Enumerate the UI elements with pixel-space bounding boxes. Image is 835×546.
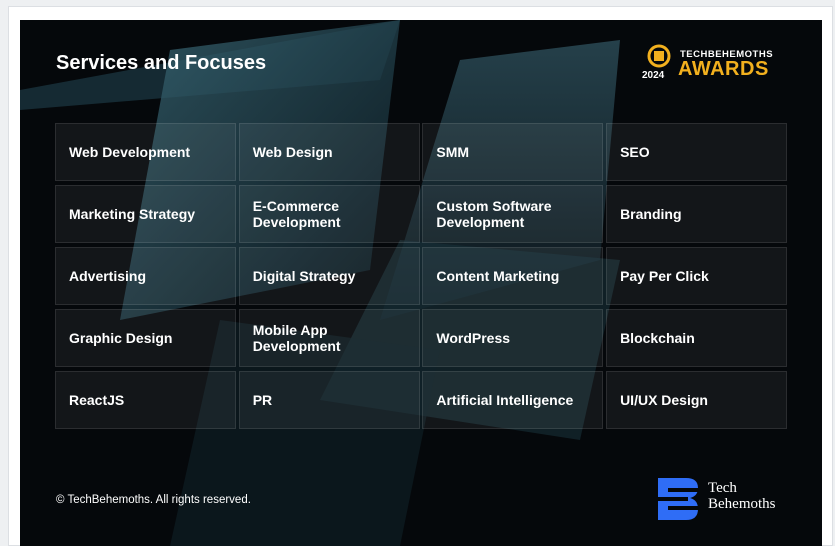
- service-cell: Advertising: [55, 247, 236, 305]
- logo-line: Tech: [708, 480, 737, 496]
- logo-text: Tech Behemoths: [708, 480, 776, 512]
- awards-brand: TECHBEHEMOTHS: [680, 49, 774, 60]
- service-cell: Content Marketing: [422, 247, 604, 305]
- services-grid: Web Development Web Design SMM SEO Marketing…: [55, 123, 788, 429]
- service-cell: Custom Software Development: [422, 185, 604, 243]
- service-cell: PR: [238, 371, 420, 429]
- card: Services and Focuses TECHBEHEMOTHS 2024 …: [20, 20, 822, 546]
- service-cell: Artificial Intelligence: [422, 371, 604, 429]
- service-cell: Branding: [606, 185, 788, 243]
- service-cell: SEO: [606, 123, 788, 181]
- awards-badge: TECHBEHEMOTHS 2024 AWARDS: [640, 44, 810, 84]
- copyright: © TechBehemoths. All rights reserved.: [56, 494, 251, 506]
- awards-label: AWARDS: [678, 58, 769, 80]
- service-cell: WordPress: [422, 309, 604, 367]
- service-cell: Marketing Strategy: [55, 185, 236, 243]
- service-cell: Web Design: [238, 123, 420, 181]
- service-cell: ReactJS: [55, 371, 236, 429]
- laurel-icon: [647, 44, 671, 68]
- service-cell: Web Development: [55, 123, 236, 181]
- service-cell: Pay Per Click: [606, 247, 788, 305]
- title: Services and Focuses: [56, 52, 267, 74]
- service-cell: UI/UX Design: [606, 371, 788, 429]
- service-cell: Blockchain: [606, 309, 788, 367]
- logo-icon: [658, 478, 698, 520]
- service-cell: Graphic Design: [55, 309, 236, 367]
- background: [20, 20, 620, 546]
- logo: Tech Behemoths: [656, 476, 806, 522]
- awards-year: 2024: [642, 70, 665, 81]
- service-cell: E-Commerce Development: [238, 185, 420, 243]
- service-cell: Digital Strategy: [238, 247, 420, 305]
- logo-line: Behemoths: [708, 496, 776, 512]
- service-cell: SMM: [422, 123, 604, 181]
- service-cell: Mobile App Development: [238, 309, 420, 367]
